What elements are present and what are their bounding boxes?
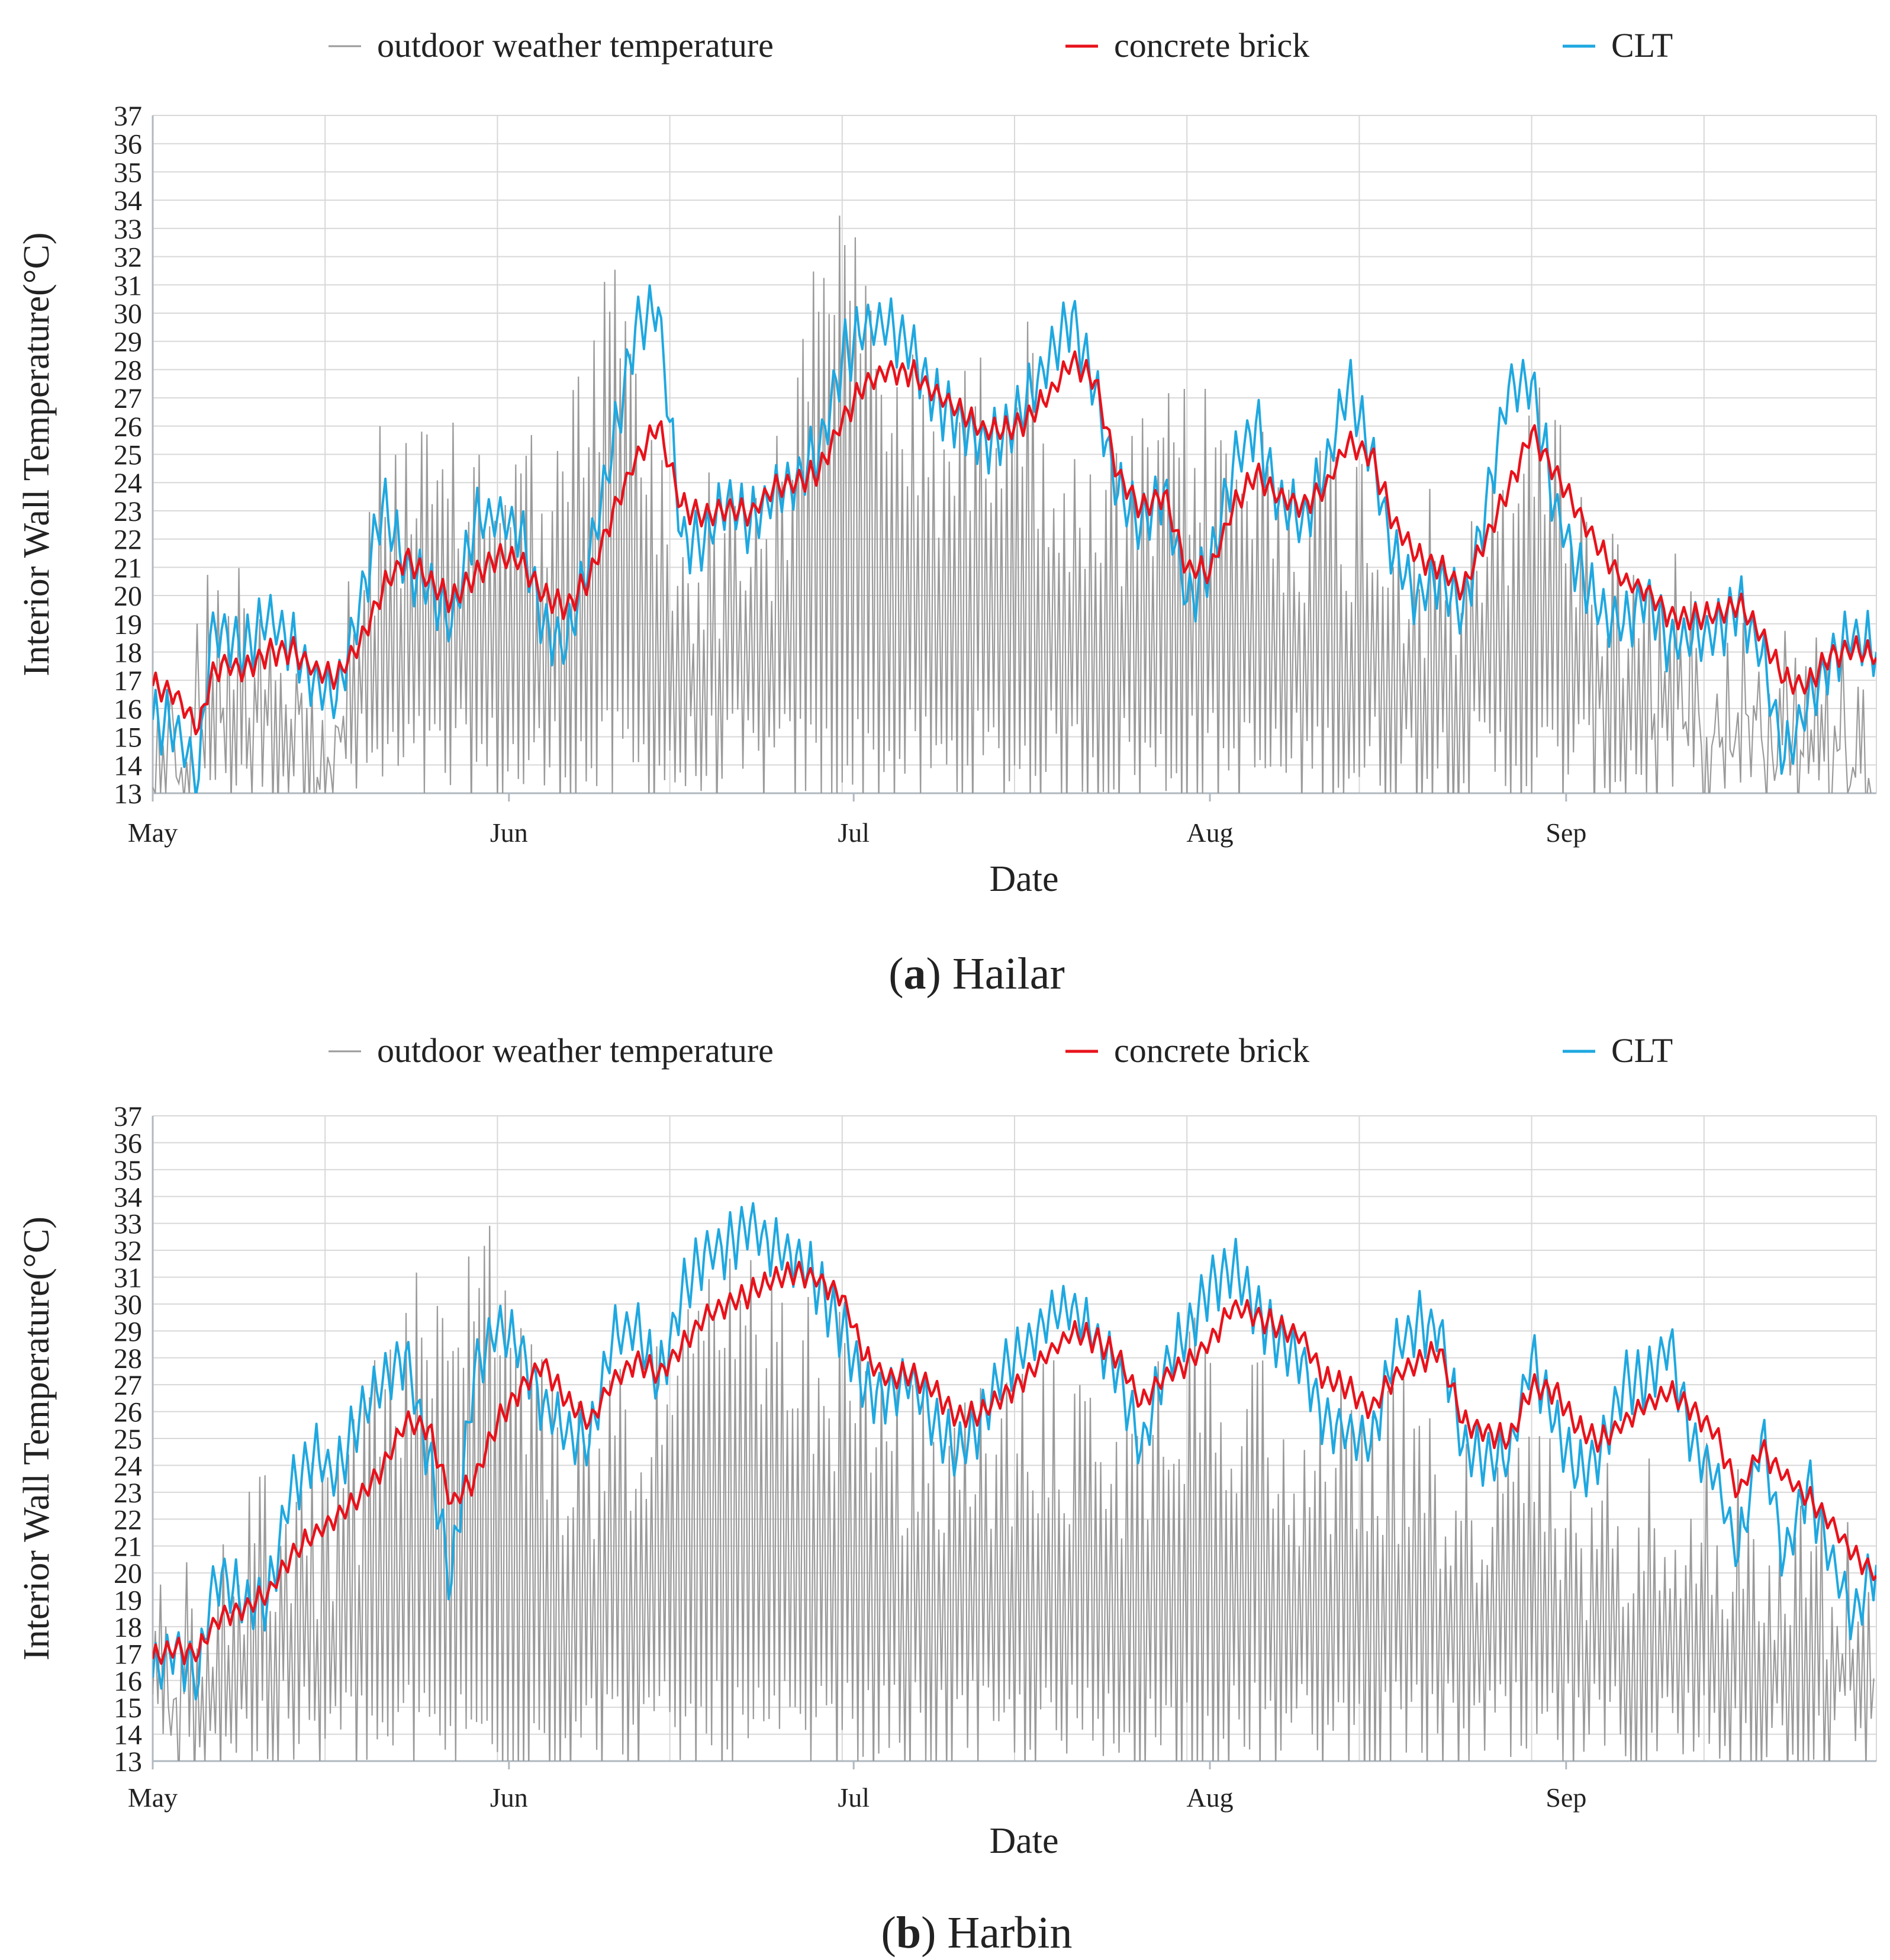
y-tick-label: 27 [114, 383, 142, 414]
y-tick-label: 17 [114, 665, 142, 697]
x-tick-label: Aug [1186, 818, 1233, 848]
y-tick-label: 25 [114, 1424, 142, 1455]
y-tick-label: 34 [114, 1182, 142, 1213]
legend-label: outdoor weather temperature [377, 26, 774, 65]
y-tick-label: 35 [114, 1155, 142, 1186]
y-tick-label: 28 [114, 1343, 142, 1375]
y-axis-title: Interior Wall Temperature(°C) [17, 233, 57, 677]
y-tick-label: 30 [114, 298, 142, 330]
y-tick-label: 26 [114, 411, 142, 443]
y-tick-label: 19 [114, 1585, 142, 1617]
caption-paren-open: ( [888, 949, 903, 999]
x-tick-label: Sep [1546, 1782, 1586, 1813]
x-tick-label: Jun [490, 1782, 528, 1813]
x-tick-label: Aug [1186, 1782, 1233, 1813]
y-tick-label: 22 [114, 1504, 142, 1536]
x-tick-label: Jul [838, 1782, 870, 1813]
caption-text: Hailar [941, 949, 1065, 999]
series-line-concrete-brick [153, 1260, 1876, 1666]
legend-label: CLT [1611, 26, 1673, 65]
x-axis-title: Date [989, 859, 1058, 899]
y-axis-title: Interior Wall Temperature(°C) [17, 1216, 57, 1660]
caption-letter: a [904, 949, 926, 999]
y-tick-label: 29 [114, 327, 142, 358]
y-tick-label: 33 [114, 1209, 142, 1240]
y-tick-label: 26 [114, 1397, 142, 1428]
panel-caption: (b) Harbin [881, 1908, 1073, 1958]
chart-panel-a: 1314151617181920212223242526272829303132… [17, 26, 1877, 999]
y-tick-label: 21 [114, 1531, 142, 1563]
y-tick-label: 34 [114, 185, 142, 217]
y-tick-label: 37 [114, 101, 142, 132]
legend-label: concrete brick [1114, 1031, 1309, 1070]
legend-label: concrete brick [1114, 26, 1309, 65]
x-tick-label: Jun [490, 818, 528, 848]
panel-caption: (a) Hailar [888, 949, 1065, 999]
y-tick-label: 16 [114, 1666, 142, 1697]
y-tick-label: 33 [114, 214, 142, 245]
y-tick-label: 14 [114, 750, 142, 781]
legend-label: outdoor weather temperature [377, 1031, 774, 1070]
caption-paren-close: ) [921, 1908, 936, 1958]
caption-text: Harbin [936, 1908, 1072, 1958]
y-tick-label: 19 [114, 609, 142, 641]
caption-letter: b [896, 1908, 921, 1958]
x-tick-label: May [128, 1782, 178, 1813]
y-tick-label: 35 [114, 157, 142, 188]
y-tick-label: 18 [114, 1612, 142, 1643]
y-tick-label: 21 [114, 552, 142, 584]
y-tick-label: 13 [114, 778, 142, 810]
series-line-concrete-brick [153, 350, 1876, 736]
caption-paren-close: ) [926, 949, 941, 999]
y-tick-label: 28 [114, 355, 142, 386]
y-tick-label: 23 [114, 496, 142, 527]
y-tick-label: 29 [114, 1316, 142, 1347]
y-tick-label: 20 [114, 581, 142, 612]
y-tick-label: 23 [114, 1478, 142, 1509]
y-tick-label: 36 [114, 129, 142, 160]
y-tick-label: 24 [114, 468, 142, 499]
y-tick-label: 31 [114, 1263, 142, 1294]
y-tick-label: 15 [114, 722, 142, 754]
y-tick-label: 13 [114, 1746, 142, 1778]
y-tick-label: 37 [114, 1101, 142, 1132]
y-tick-label: 22 [114, 524, 142, 556]
y-tick-label: 32 [114, 242, 142, 273]
y-tick-label: 25 [114, 440, 142, 471]
y-tick-label: 30 [114, 1289, 142, 1321]
y-tick-label: 15 [114, 1692, 142, 1724]
y-tick-label: 17 [114, 1639, 142, 1670]
y-tick-label: 27 [114, 1370, 142, 1401]
y-tick-label: 36 [114, 1128, 142, 1159]
caption-paren-open: ( [881, 1908, 896, 1958]
x-tick-label: May [128, 818, 178, 848]
x-axis-title: Date [989, 1821, 1058, 1861]
y-tick-label: 18 [114, 637, 142, 668]
y-tick-label: 16 [114, 694, 142, 725]
y-tick-label: 14 [114, 1720, 142, 1751]
series-line-outdoor [153, 215, 1874, 793]
series-line-clt [153, 284, 1876, 793]
series-line-clt [153, 1202, 1876, 1701]
x-tick-label: Jul [838, 818, 870, 848]
chart-panel-b: 1314151617181920212223242526272829303132… [17, 1031, 1877, 1958]
y-tick-label: 24 [114, 1450, 142, 1482]
y-tick-label: 20 [114, 1558, 142, 1589]
legend-label: CLT [1611, 1031, 1673, 1070]
y-tick-label: 32 [114, 1235, 142, 1267]
x-tick-label: Sep [1546, 818, 1586, 848]
series-line-outdoor [153, 1225, 1875, 1761]
y-tick-label: 31 [114, 270, 142, 301]
